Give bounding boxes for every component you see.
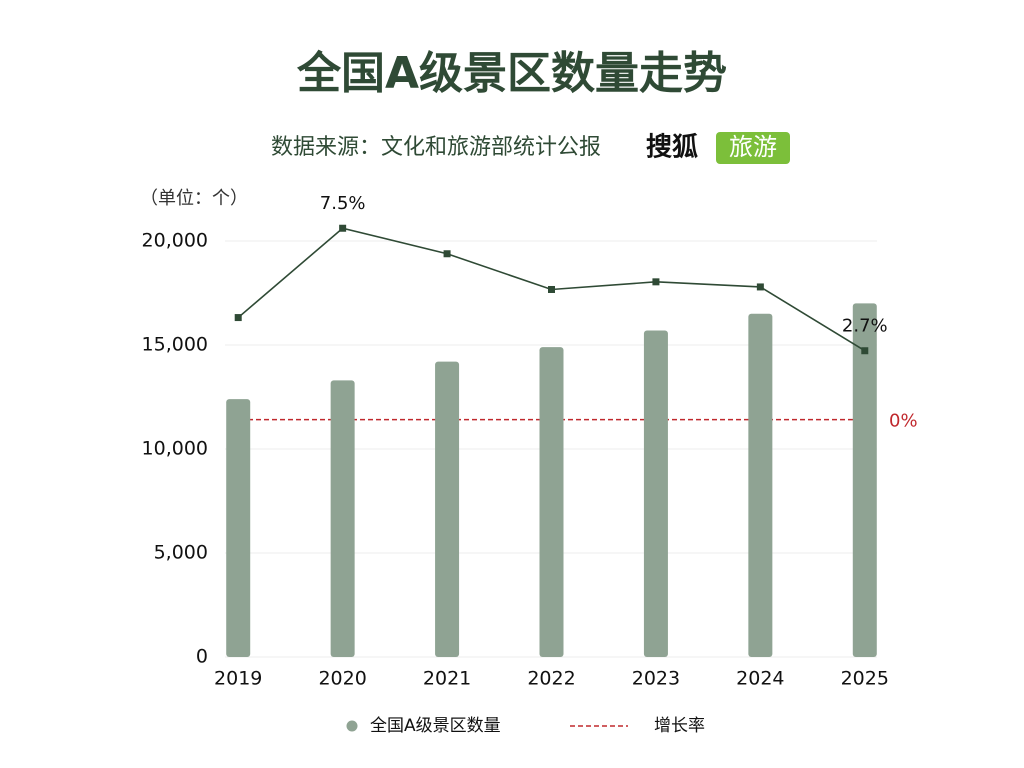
- line-point: [861, 347, 869, 355]
- y-tick-label: 0: [196, 646, 208, 668]
- subtitle: 数据来源：文化和旅游部统计公报: [271, 135, 601, 160]
- y-tick-label: 10,000: [142, 438, 208, 460]
- x-tick-label: 2019: [214, 668, 262, 690]
- chart-title: 全国A级景区数量走势: [296, 48, 727, 99]
- brand: 搜狐: [646, 133, 698, 163]
- x-tick-label: 2022: [527, 668, 575, 690]
- x-tick-label: 2020: [318, 668, 366, 690]
- reference-label: 0%: [889, 411, 918, 432]
- line-point: [339, 224, 347, 232]
- bar: [330, 380, 355, 657]
- x-tick-label: 2021: [423, 668, 471, 690]
- legend-label: 增长率: [654, 716, 705, 736]
- y-tick-label: 15,000: [142, 334, 208, 356]
- x-tick-label: 2025: [841, 668, 889, 690]
- line-point: [548, 285, 555, 293]
- line-point: [234, 314, 242, 322]
- x-tick-label: 2024: [736, 668, 784, 690]
- bar: [539, 347, 564, 657]
- line-point: [652, 278, 660, 286]
- x-tick-label: 2023: [632, 668, 680, 690]
- y-tick-label: 5,000: [154, 542, 208, 564]
- bar: [748, 313, 773, 657]
- bar: [435, 361, 460, 657]
- line-point: [756, 283, 764, 291]
- data-label: 7.5%: [320, 193, 366, 214]
- legend-marker: [346, 720, 358, 732]
- y-tick-label: 20,000: [142, 230, 208, 252]
- data-label: 2.7%: [842, 316, 888, 337]
- bar: [643, 330, 668, 657]
- line-point: [443, 250, 451, 258]
- brand-box: [716, 132, 790, 164]
- bar: [226, 399, 251, 657]
- bar: [852, 303, 877, 657]
- legend-label: 全国A级景区数量: [370, 716, 501, 736]
- brand: 旅游: [729, 133, 777, 161]
- unit-label: （单位：个）: [140, 188, 248, 209]
